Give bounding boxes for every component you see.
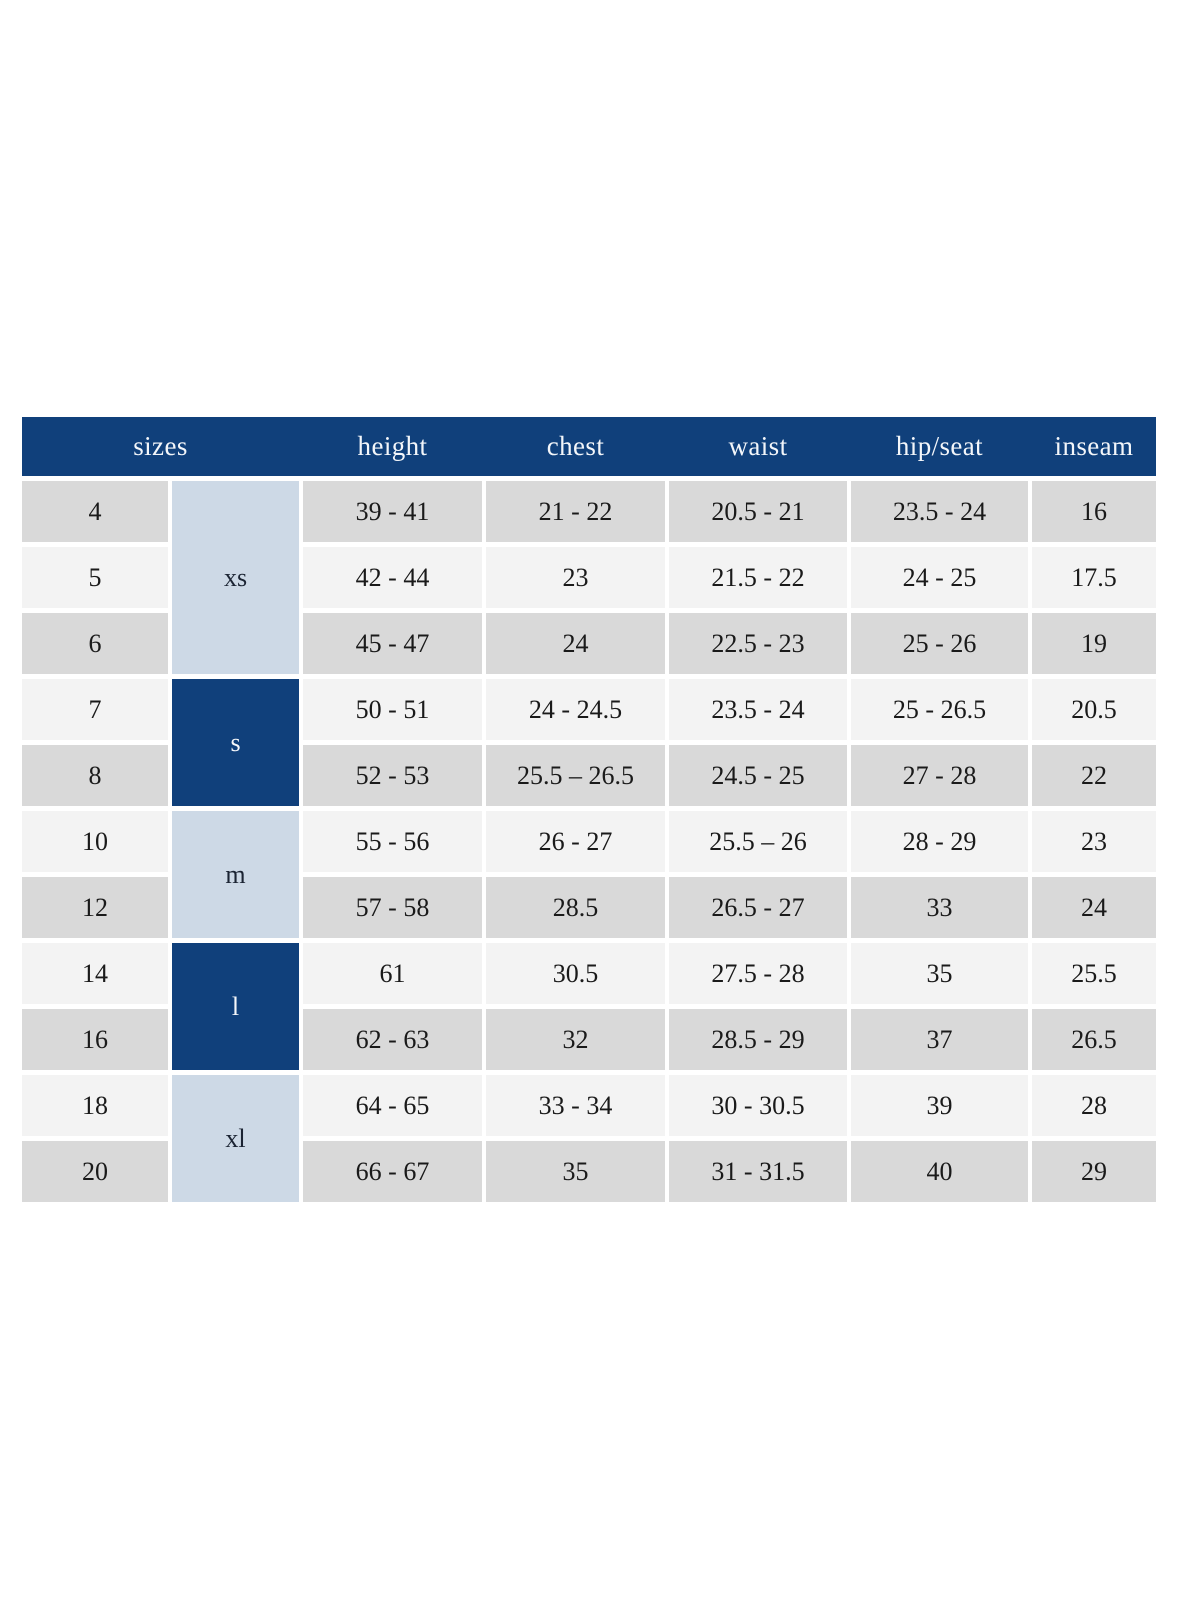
cell-waist: 22.5 - 23: [669, 613, 847, 674]
cell-chest: 28.5: [486, 877, 665, 938]
cell-waist: 28.5 - 29: [669, 1009, 847, 1070]
cell-hip-seat: 24 - 25: [851, 547, 1028, 608]
header-inseam: inseam: [1054, 431, 1134, 461]
cell-size: 18: [22, 1075, 168, 1136]
header-height: height: [357, 431, 428, 461]
cell-waist: 30 - 30.5: [669, 1075, 847, 1136]
cell-height: 61: [303, 943, 482, 1004]
cell-inseam: 29: [1032, 1141, 1156, 1202]
cell-height: 39 - 41: [303, 481, 482, 542]
cell-inseam: 17.5: [1032, 547, 1156, 608]
cell-hip-seat: 37: [851, 1009, 1028, 1070]
cell-waist: 24.5 - 25: [669, 745, 847, 806]
cell-hip-seat: 33: [851, 877, 1028, 938]
cell-height: 45 - 47: [303, 613, 482, 674]
cell-height: 64 - 65: [303, 1075, 482, 1136]
cell-waist: 21.5 - 22: [669, 547, 847, 608]
cell-waist: 27.5 - 28: [669, 943, 847, 1004]
cell-chest: 24: [486, 613, 665, 674]
cell-hip-seat: 27 - 28: [851, 745, 1028, 806]
cell-size: 10: [22, 811, 168, 872]
cell-size: 5: [22, 547, 168, 608]
cell-chest: 24 - 24.5: [486, 679, 665, 740]
cell-chest: 30.5: [486, 943, 665, 1004]
cell-hip-seat: 28 - 29: [851, 811, 1028, 872]
cell-waist: 20.5 - 21: [669, 481, 847, 542]
cell-hip-seat: 25 - 26: [851, 613, 1028, 674]
cell-waist: 25.5 – 26: [669, 811, 847, 872]
cell-height: 62 - 63: [303, 1009, 482, 1070]
size-chart-table: sizes height chest waist hip/seat inseam…: [22, 417, 1156, 1202]
cell-height: 52 - 53: [303, 745, 482, 806]
cell-hip-seat: 40: [851, 1141, 1028, 1202]
cell-waist: 31 - 31.5: [669, 1141, 847, 1202]
cell-chest: 23: [486, 547, 665, 608]
cell-waist: 26.5 - 27: [669, 877, 847, 938]
cell-hip-seat: 39: [851, 1075, 1028, 1136]
cell-size: 20: [22, 1141, 168, 1202]
cell-height: 55 - 56: [303, 811, 482, 872]
table-body: xs s m l xl 4 39 - 41 21 - 22 20.5 - 21 …: [22, 481, 1156, 1202]
cell-height: 57 - 58: [303, 877, 482, 938]
size-group-xl: xl: [172, 1075, 299, 1202]
cell-size: 14: [22, 943, 168, 1004]
size-group-xs: xs: [172, 481, 299, 674]
size-group-m: m: [172, 811, 299, 938]
size-group-l: l: [172, 943, 299, 1070]
cell-height: 66 - 67: [303, 1141, 482, 1202]
cell-inseam: 19: [1032, 613, 1156, 674]
cell-size: 8: [22, 745, 168, 806]
cell-inseam: 23: [1032, 811, 1156, 872]
cell-waist: 23.5 - 24: [669, 679, 847, 740]
cell-hip-seat: 35: [851, 943, 1028, 1004]
cell-chest: 26 - 27: [486, 811, 665, 872]
cell-inseam: 26.5: [1032, 1009, 1156, 1070]
header-hip-seat: hip/seat: [895, 431, 984, 461]
cell-height: 50 - 51: [303, 679, 482, 740]
header-waist: waist: [728, 431, 788, 461]
cell-chest: 33 - 34: [486, 1075, 665, 1136]
cell-chest: 35: [486, 1141, 665, 1202]
size-group-s: s: [172, 679, 299, 806]
cell-size: 12: [22, 877, 168, 938]
cell-size: 7: [22, 679, 168, 740]
cell-inseam: 20.5: [1032, 679, 1156, 740]
cell-size: 6: [22, 613, 168, 674]
cell-inseam: 16: [1032, 481, 1156, 542]
cell-hip-seat: 23.5 - 24: [851, 481, 1028, 542]
cell-chest: 32: [486, 1009, 665, 1070]
table-header-row: sizes height chest waist hip/seat inseam: [22, 417, 1156, 476]
header-sizes: sizes: [133, 431, 188, 461]
cell-chest: 25.5 – 26.5: [486, 745, 665, 806]
cell-inseam: 25.5: [1032, 943, 1156, 1004]
cell-size: 16: [22, 1009, 168, 1070]
cell-chest: 21 - 22: [486, 481, 665, 542]
cell-size: 4: [22, 481, 168, 542]
cell-inseam: 28: [1032, 1075, 1156, 1136]
cell-hip-seat: 25 - 26.5: [851, 679, 1028, 740]
cell-height: 42 - 44: [303, 547, 482, 608]
header-chest: chest: [546, 431, 605, 461]
cell-inseam: 22: [1032, 745, 1156, 806]
cell-inseam: 24: [1032, 877, 1156, 938]
